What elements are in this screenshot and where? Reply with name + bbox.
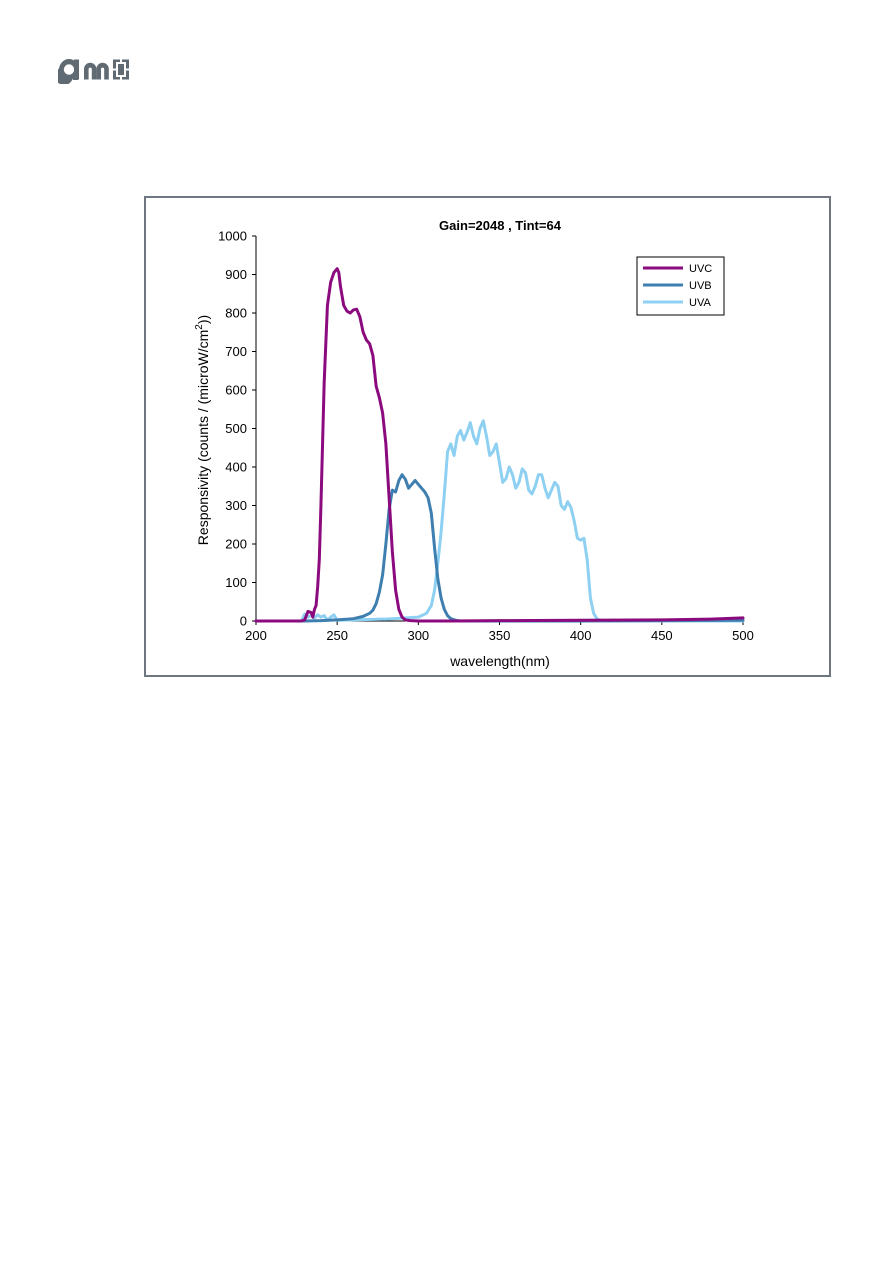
chart-title: Gain=2048 , Tint=64 bbox=[439, 218, 562, 233]
series-line-uvc bbox=[254, 267, 745, 623]
series-line-uva bbox=[254, 419, 745, 623]
y-tick-label: 300 bbox=[225, 498, 247, 513]
x-axis-title: wavelength(nm) bbox=[449, 653, 550, 669]
x-tick-label: 400 bbox=[570, 628, 592, 643]
y-tick-label: 0 bbox=[240, 614, 247, 629]
plot-lines bbox=[254, 267, 745, 623]
x-tick-label: 200 bbox=[245, 628, 267, 643]
legend-label-uvb: UVB bbox=[689, 280, 712, 292]
y-tick-label: 200 bbox=[225, 537, 247, 552]
x-tick-label: 250 bbox=[326, 628, 348, 643]
y-tick-label: 1000 bbox=[218, 229, 247, 244]
x-tick-label: 450 bbox=[651, 628, 673, 643]
legend-label-uva: UVA bbox=[689, 297, 711, 309]
x-axis: 200 250 300 350 400 450 500 bbox=[245, 620, 754, 643]
y-axis-title-suffix: )) bbox=[195, 315, 211, 324]
uv-responsivity-chart: Gain=2048 , Tint=64 0 100 200 300 400 500 600 7… bbox=[194, 218, 754, 669]
y-axis-title: Responsivity (counts / (microW/cm2)) bbox=[194, 315, 211, 545]
y-tick-label: 700 bbox=[225, 344, 247, 359]
y-tick-label: 600 bbox=[225, 383, 247, 398]
y-axis: 0 100 200 300 400 500 600 700 800 900 1000 bbox=[218, 229, 257, 629]
x-tick-label: 300 bbox=[407, 628, 429, 643]
y-tick-label: 900 bbox=[225, 267, 247, 282]
y-axis-title-superscript: 2 bbox=[194, 324, 205, 330]
ams-logo bbox=[58, 48, 170, 84]
x-tick-label: 350 bbox=[489, 628, 511, 643]
y-tick-label: 800 bbox=[225, 306, 247, 321]
y-tick-label: 100 bbox=[225, 575, 247, 590]
legend-label-uvc: UVC bbox=[689, 263, 712, 275]
x-tick-label: 500 bbox=[732, 628, 754, 643]
legend: UVC UVB UVA bbox=[636, 256, 725, 316]
ams-logo-graphic bbox=[58, 59, 129, 84]
y-tick-label: 500 bbox=[225, 421, 247, 436]
y-axis-title-prefix: Responsivity (counts / (microW/cm bbox=[195, 330, 211, 545]
series-line-uvb bbox=[254, 473, 745, 623]
chart-frame: Gain=2048 , Tint=64 0 100 200 300 400 500 600 7… bbox=[144, 196, 831, 677]
y-tick-label: 400 bbox=[225, 460, 247, 475]
